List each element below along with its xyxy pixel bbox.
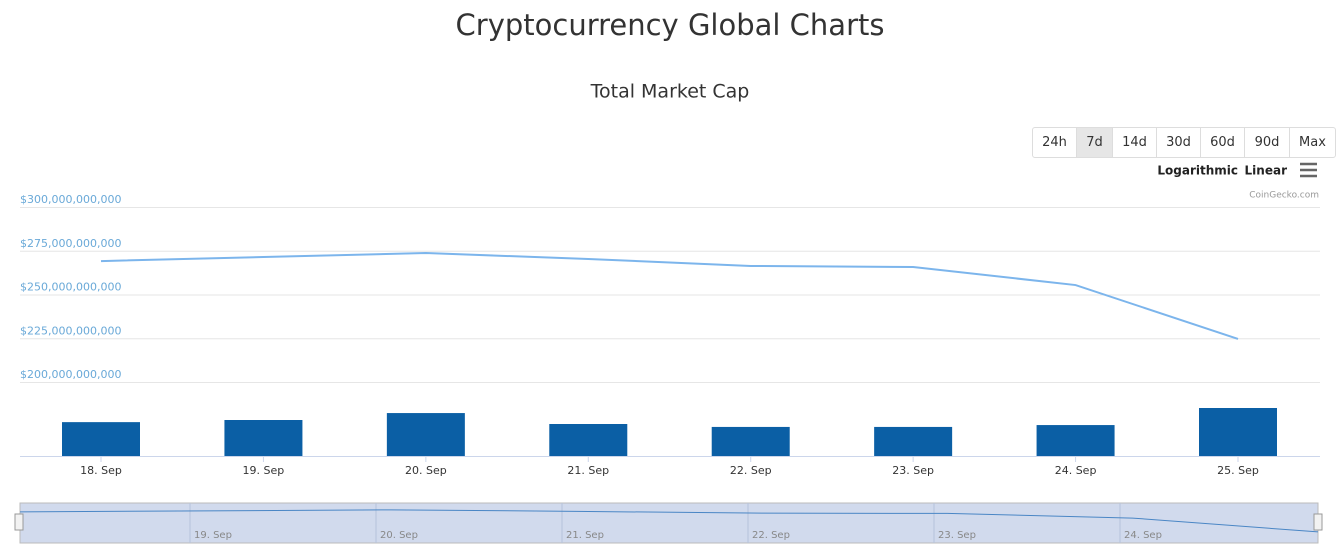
range-button[interactable]: 90d <box>1244 128 1289 157</box>
x-tick-label: 20. Sep <box>405 464 447 477</box>
y-tick-label: $300,000,000,000 <box>20 193 121 206</box>
x-tick-label: 21. Sep <box>567 464 609 477</box>
range-button[interactable]: 60d <box>1200 128 1244 157</box>
x-tick-label: 25. Sep <box>1217 464 1259 477</box>
volume-bar <box>224 420 303 456</box>
range-button[interactable]: 24h <box>1042 135 1067 150</box>
chart-title: Total Market Cap <box>590 81 750 103</box>
volume-bar <box>711 426 790 456</box>
volume-bar <box>1199 408 1277 456</box>
x-tick-label: 24. Sep <box>1055 464 1097 477</box>
navigator-tick-label: 24. Sep <box>1124 530 1162 541</box>
navigator-handle[interactable] <box>1313 513 1323 531</box>
navigator-line <box>19 509 1319 533</box>
scale-option[interactable]: Linear <box>1245 164 1288 178</box>
volume-bar <box>874 426 953 456</box>
volume-bar <box>549 424 628 456</box>
volume-bar <box>386 413 465 456</box>
navigator-tick-label: 20. Sep <box>380 530 418 541</box>
navigator-mask <box>19 502 1319 544</box>
navigator-tick-label: 19. Sep <box>194 530 232 541</box>
page-title: Cryptocurrency Global Charts <box>455 8 885 42</box>
x-tick-label: 18. Sep <box>80 464 122 477</box>
range-button[interactable]: 7d <box>1076 128 1112 157</box>
range-button[interactable]: Max <box>1289 128 1335 157</box>
range-selector: 24h 7d 14d 30d 60d 90d Max <box>1032 127 1336 158</box>
volume-bar <box>1036 425 1115 456</box>
range-button[interactable]: 30d <box>1156 128 1200 157</box>
x-tick-label: 22. Sep <box>730 464 772 477</box>
navigator-tick-label: 21. Sep <box>566 530 604 541</box>
navigator-handle[interactable] <box>14 513 24 531</box>
credit: CoinGecko.com <box>1249 191 1319 201</box>
y-tick-label: $250,000,000,000 <box>20 281 121 294</box>
menu-icon[interactable] <box>1300 162 1317 178</box>
scale-option[interactable]: Logarithmic <box>1157 164 1238 178</box>
navigator-tick-label: 22. Sep <box>752 530 790 541</box>
y-tick-label: $200,000,000,000 <box>20 368 121 381</box>
x-tick-label: 23. Sep <box>892 464 934 477</box>
range-button[interactable]: 14d <box>1112 128 1156 157</box>
volume-bar <box>62 422 140 456</box>
x-tick-label: 19. Sep <box>243 464 285 477</box>
navigator-tick-label: 23. Sep <box>938 530 976 541</box>
y-tick-label: $275,000,000,000 <box>20 237 121 250</box>
y-tick-label: $225,000,000,000 <box>20 324 121 337</box>
market-cap-line <box>100 252 1239 340</box>
